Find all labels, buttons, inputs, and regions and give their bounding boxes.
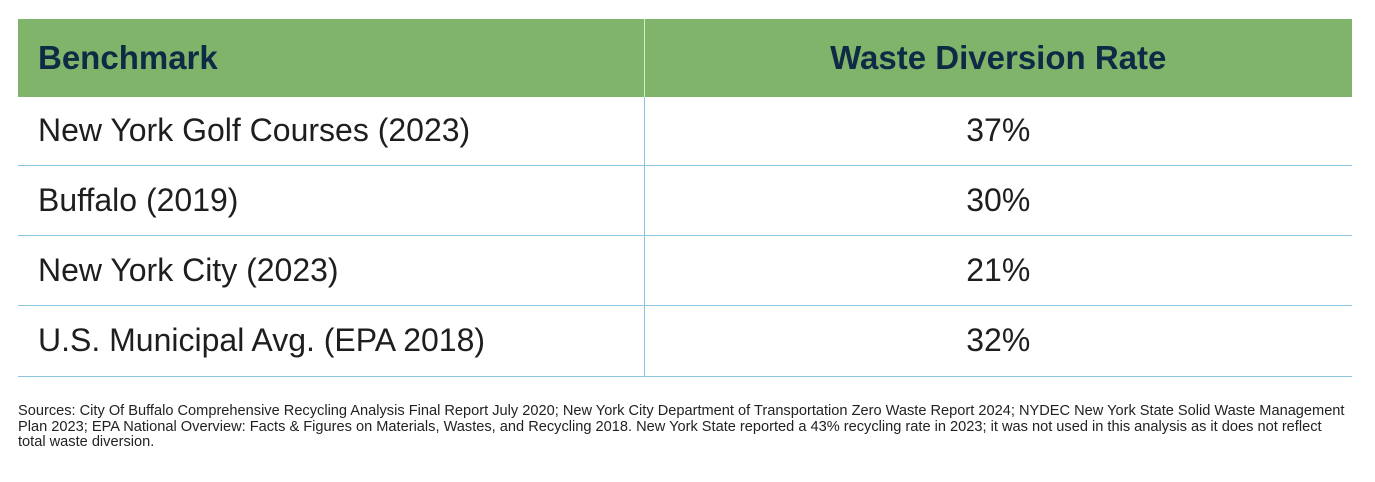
table-row: New York City (2023) 21%: [18, 235, 1352, 305]
rate-cell: 32%: [966, 322, 1031, 358]
table-row: Buffalo (2019) 30%: [18, 165, 1352, 235]
rate-cell: 37%: [966, 112, 1031, 149]
rate-cell: 30%: [966, 181, 1031, 218]
table-header-row: Benchmark Waste Diversion Rate: [18, 19, 1352, 97]
rate-cell: 21%: [966, 251, 1031, 288]
sources-footnote: Sources: City Of Buffalo Comprehensive R…: [18, 403, 1345, 450]
benchmark-cell: Buffalo (2019): [18, 165, 645, 235]
benchmark-cell: New York City (2023): [18, 235, 645, 305]
benchmark-cell: New York Golf Courses (2023): [18, 97, 645, 165]
benchmark-table: Benchmark Waste Diversion Rate New York …: [18, 19, 1352, 377]
benchmark-cell: U.S. Municipal Avg. (EPA 2018): [18, 305, 645, 376]
column-header-benchmark: Benchmark: [18, 19, 645, 97]
table-row: U.S. Municipal Avg. (EPA 2018) 32%: [18, 305, 1352, 376]
benchmark-table-container: Benchmark Waste Diversion Rate New York …: [18, 19, 1352, 377]
table-row: New York Golf Courses (2023) 37%: [18, 97, 1352, 165]
column-header-waste-diversion-rate: Waste Diversion Rate: [830, 39, 1167, 76]
